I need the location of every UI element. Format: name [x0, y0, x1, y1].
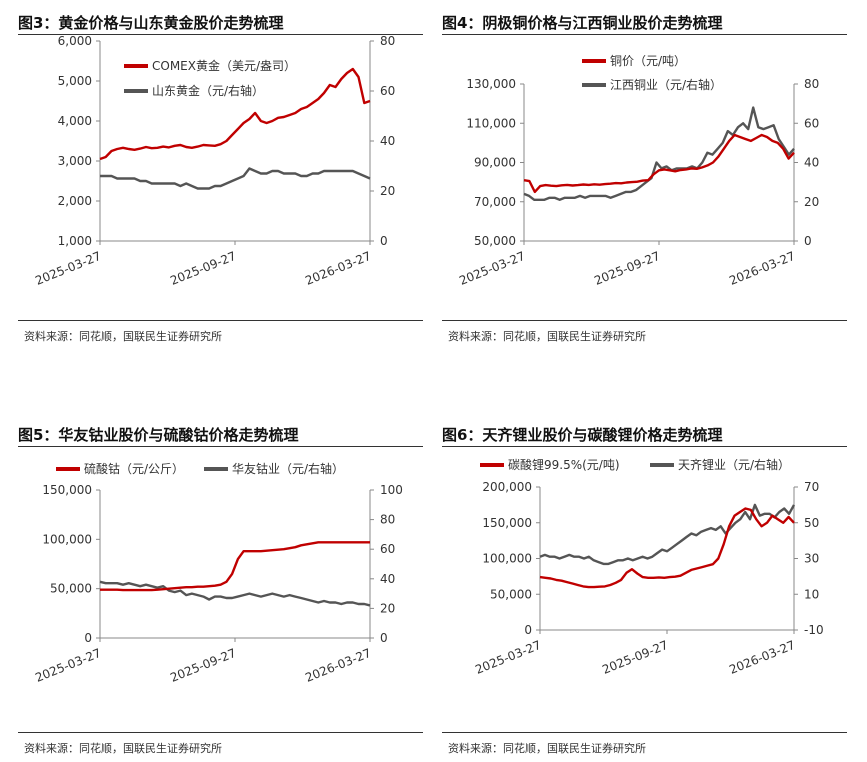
series-line-1	[539, 503, 796, 566]
legend-label-1: 华友钴业（元/右轴）	[232, 461, 344, 476]
left-tick-label: 3,000	[58, 154, 92, 168]
right-tick-label: 40	[380, 572, 395, 586]
left-tick-label: 4,000	[58, 114, 92, 128]
x-tick-label: 2025-03-27	[473, 638, 543, 677]
right-tick-label: 0	[804, 234, 812, 248]
source-divider	[18, 320, 423, 321]
legend-label-1: 江西铜业（元/右轴）	[610, 77, 722, 92]
title-divider	[18, 446, 423, 447]
left-tick-label: 130,000	[466, 77, 516, 91]
right-tick-label: 60	[380, 84, 395, 98]
x-tick-label: 2025-09-27	[168, 646, 238, 685]
legend-label-0: COMEX黄金（美元/盎司）	[152, 58, 296, 73]
right-tick-label: 60	[380, 542, 395, 556]
title-divider	[18, 34, 423, 35]
source-note: 资料来源：同花顺，国联民生证券研究所	[24, 742, 222, 755]
series-line-0	[100, 541, 370, 592]
chart-svg-fig6: 0 50,000 100,000 150,000 200,000 -10 10 30 50 70 2…	[473, 457, 824, 677]
left-tick-label: 200,000	[482, 480, 532, 494]
right-tick-label: 100	[380, 483, 403, 497]
chart-svg-fig3: 1,000 2,000 3,000 4,000 5,000 6,000 0 20 40 60 80 2…	[33, 34, 395, 288]
chart-svg-fig5: 0 50,000 100,000 150,000 0 20 40 60 80 100 2025-03…	[33, 461, 403, 685]
right-tick-label: 40	[804, 156, 819, 170]
chart-title: 图4：阴极铜价格与江西铜业股价走势梳理	[442, 14, 723, 32]
chart-title: 图3：黄金价格与山东黄金股价走势梳理	[18, 14, 284, 32]
source-divider	[442, 320, 847, 321]
left-tick-label: 70,000	[474, 195, 516, 209]
right-tick-label: 60	[804, 116, 819, 130]
right-tick-label: 80	[380, 513, 395, 527]
source-note: 资料来源：同花顺，国联民生证券研究所	[24, 330, 222, 343]
left-tick-label: 100,000	[42, 532, 92, 546]
title-divider	[442, 446, 847, 447]
chart-panel-fig3: 图3：黄金价格与山东黄金股价走势梳理 1,000 2,000 3,000 4,000 5…	[18, 8, 423, 343]
legend-label-0: 硫酸钴（元/公斤）	[84, 461, 184, 476]
left-tick-label: 0	[84, 631, 92, 645]
left-tick-label: 90,000	[474, 156, 516, 170]
legend-label-0: 碳酸锂99.5%(元/吨)	[508, 457, 620, 472]
series-line-1	[100, 167, 371, 190]
right-tick-label: 20	[380, 184, 395, 198]
title-divider	[442, 34, 847, 35]
left-tick-label: 2,000	[58, 194, 92, 208]
right-tick-label: 10	[804, 587, 819, 601]
series-line-1	[99, 580, 371, 607]
left-tick-label: 150,000	[42, 483, 92, 497]
left-tick-label: 50,000	[490, 587, 532, 601]
legend-label-0: 铜价（元/吨）	[610, 53, 686, 68]
right-tick-label: 70	[804, 480, 819, 494]
left-tick-label: 1,000	[58, 234, 92, 248]
legend-label-1: 山东黄金（元/右轴）	[152, 83, 264, 98]
right-tick-label: 30	[804, 552, 819, 566]
source-note: 资料来源：同花顺，国联民生证券研究所	[448, 330, 646, 343]
right-tick-label: 40	[380, 134, 395, 148]
x-tick-label: 2026-03-27	[727, 638, 797, 677]
x-tick-label: 2025-09-27	[600, 638, 670, 677]
series-line-0	[523, 133, 795, 194]
right-tick-label: 0	[380, 234, 388, 248]
right-tick-label: 20	[804, 195, 819, 209]
source-divider	[442, 732, 847, 733]
right-tick-label: -10	[804, 623, 824, 637]
right-tick-label: 80	[804, 77, 819, 91]
source-note: 资料来源：同花顺，国联民生证券研究所	[448, 742, 646, 755]
left-tick-label: 50,000	[50, 582, 92, 596]
chart-panel-fig5: 图5：华友钴业股价与硫酸钴价格走势梳理 0 50,000 100,000 150,00…	[18, 420, 423, 755]
series-line-0	[539, 507, 795, 589]
x-tick-label: 2025-09-27	[592, 249, 662, 288]
right-tick-label: 20	[380, 601, 395, 615]
legend-label-1: 天齐锂业（元/右轴）	[678, 457, 790, 472]
x-tick-label: 2025-03-27	[33, 646, 103, 685]
left-tick-label: 100,000	[482, 552, 532, 566]
x-tick-label: 2026-03-27	[727, 249, 797, 288]
series-line-0	[99, 67, 371, 161]
x-tick-label: 2025-03-27	[457, 249, 527, 288]
chart-panel-fig6: 图6：天齐锂业股价与碳酸锂价格走势梳理 0 50,000 100,000 150,00…	[442, 420, 847, 755]
x-tick-label: 2025-03-27	[33, 249, 103, 288]
chart-title: 图6：天齐锂业股价与碳酸锂价格走势梳理	[442, 426, 723, 444]
left-tick-label: 110,000	[466, 116, 516, 130]
left-tick-label: 0	[524, 623, 532, 637]
right-tick-label: 0	[380, 631, 388, 645]
left-tick-label: 50,000	[474, 234, 516, 248]
series-line-1	[523, 106, 795, 202]
x-tick-label: 2026-03-27	[303, 646, 373, 685]
x-tick-label: 2026-03-27	[303, 249, 373, 288]
left-tick-label: 6,000	[58, 34, 92, 48]
chart-title: 图5：华友钴业股价与硫酸钴价格走势梳理	[18, 426, 299, 444]
x-tick-label: 2025-09-27	[168, 249, 238, 288]
right-tick-label: 50	[804, 516, 819, 530]
left-tick-label: 5,000	[58, 74, 92, 88]
chart-panel-fig4: 图4：阴极铜价格与江西铜业股价走势梳理 50,000 70,000 90,000 11…	[442, 8, 847, 343]
left-tick-label: 150,000	[482, 516, 532, 530]
source-divider	[18, 732, 423, 733]
right-tick-label: 80	[380, 34, 395, 48]
chart-svg-fig4: 50,000 70,000 90,000 110,000 130,000 0 20 40 60 8…	[457, 53, 819, 288]
